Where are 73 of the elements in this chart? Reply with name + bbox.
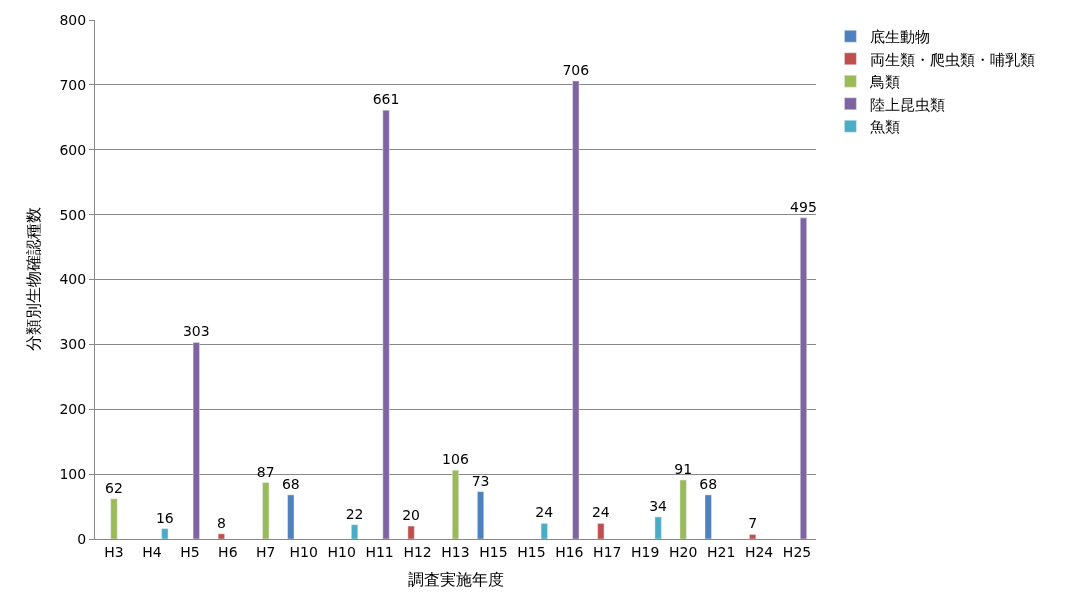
data-label: 22	[345, 505, 364, 522]
legend-label: 鳥類	[869, 73, 901, 92]
bar	[192, 342, 200, 539]
bar	[161, 528, 169, 539]
data-label: 87	[256, 463, 275, 480]
data-label: 68	[699, 475, 718, 492]
x-tick-label: H15	[517, 543, 546, 560]
y-tick-label: 0	[77, 530, 87, 547]
x-tick-label: H12	[403, 543, 432, 560]
x-tick-label: H24	[744, 543, 774, 560]
data-label: 661	[372, 91, 400, 108]
x-tick-label: H13	[441, 543, 470, 560]
bar	[654, 516, 662, 539]
bar	[407, 525, 415, 539]
data-label: 34	[649, 497, 668, 514]
y-tick-label: 800	[59, 11, 87, 28]
legend-label: 両生類・爬虫類・哺乳類	[870, 50, 1036, 69]
data-label: 73	[471, 472, 490, 489]
bar	[704, 494, 712, 539]
data-label: 706	[562, 61, 590, 78]
data-label: 62	[105, 479, 123, 496]
data-label: 24	[591, 504, 610, 521]
x-tick-label: H17	[593, 543, 622, 560]
bar	[452, 469, 459, 539]
x-tick-label: H16	[555, 543, 584, 560]
x-tick-label: H20	[669, 543, 698, 560]
y-tick-label: 500	[59, 206, 87, 223]
y-tick-label: 400	[59, 271, 87, 288]
bar	[597, 523, 605, 539]
bar	[351, 524, 359, 539]
legend-label: 魚類	[870, 118, 901, 137]
bar	[749, 534, 757, 539]
y-tick-label: 100	[59, 466, 87, 483]
x-axis-title: 調査実施年度	[407, 570, 504, 590]
bar	[262, 482, 270, 539]
y-tick-label: 700	[59, 76, 87, 93]
data-label: 68	[281, 475, 300, 492]
x-tick-label: H15	[479, 543, 508, 560]
bar	[679, 479, 687, 539]
data-label: 20	[402, 507, 421, 524]
x-tick-label: H3	[104, 543, 124, 560]
bar	[287, 494, 295, 539]
x-tick-label: H10	[289, 543, 318, 560]
data-label: 106	[442, 451, 469, 468]
bar	[477, 491, 485, 539]
bar	[110, 498, 118, 539]
data-label: 495	[790, 198, 817, 215]
x-tick-label: H11	[365, 543, 394, 560]
bar	[382, 109, 390, 539]
y-tick-label: 600	[59, 141, 87, 158]
bar	[540, 523, 548, 539]
data-label: 7	[748, 515, 758, 532]
data-label: 303	[182, 323, 210, 340]
legend-label: 底生動物	[870, 28, 931, 47]
x-tick-label: H19	[631, 543, 660, 560]
data-label: 24	[535, 504, 554, 521]
legend-label: 陸上昆虫類	[870, 95, 946, 114]
data-label: 8	[216, 514, 226, 531]
bar	[217, 533, 225, 539]
x-tick-label: H6	[218, 543, 238, 560]
bar	[572, 80, 580, 539]
x-tick-label: H25	[782, 543, 812, 560]
x-tick-label: H10	[327, 543, 356, 560]
x-tick-label: H4	[142, 543, 162, 560]
y-tick-label: 200	[59, 401, 87, 418]
data-label: 16	[155, 509, 174, 526]
data-label: 91	[674, 460, 693, 477]
x-tick-label: H5	[180, 543, 200, 560]
y-axis-title: 分類別生物確認種数	[24, 207, 44, 352]
x-tick-label: H7	[256, 543, 276, 560]
x-tick-label: H21	[706, 543, 736, 560]
bar	[800, 217, 807, 539]
y-tick-label: 300	[59, 336, 87, 353]
